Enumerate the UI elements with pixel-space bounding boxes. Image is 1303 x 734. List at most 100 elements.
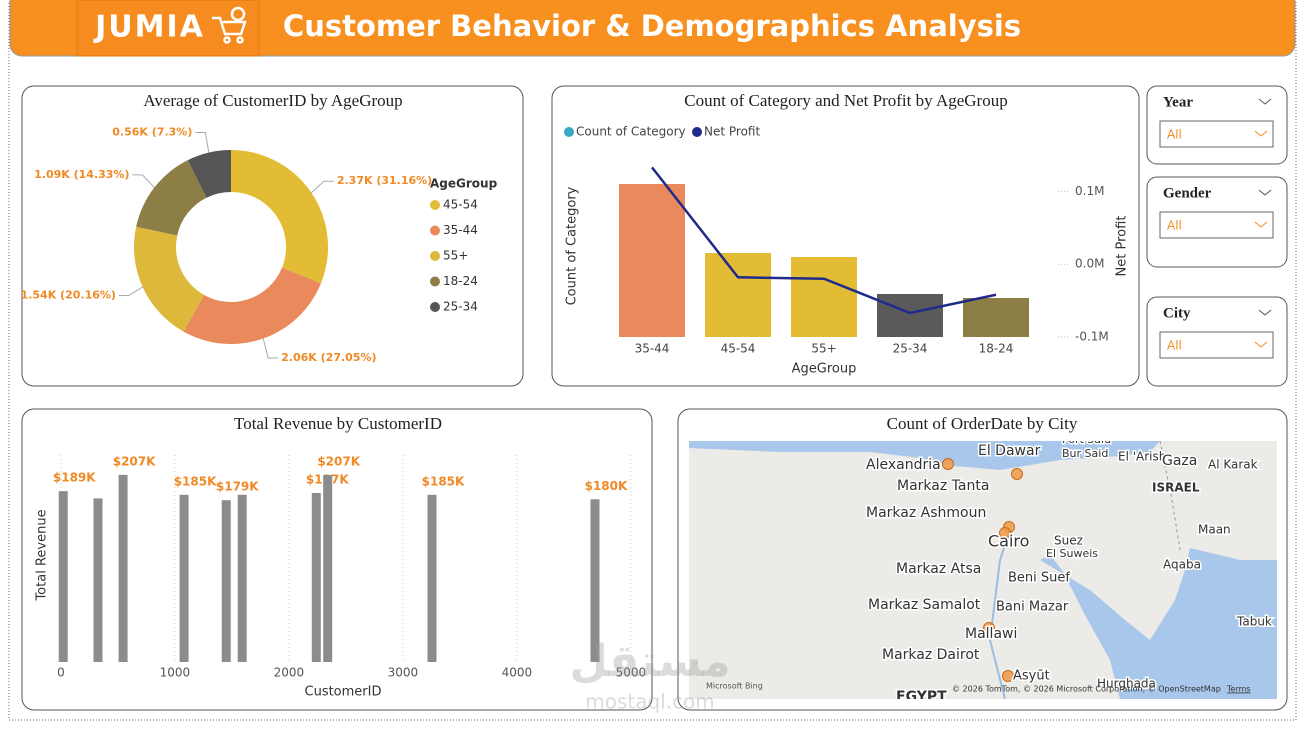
map-label: Al Karak <box>1208 458 1258 472</box>
bar <box>619 184 685 337</box>
y2-tick-label: 0.0M <box>1075 257 1104 271</box>
donut-slice <box>136 160 207 236</box>
map-label: Markaz Samalot <box>868 597 981 613</box>
map-label: Mallawi <box>965 626 1017 642</box>
bar <box>221 500 231 662</box>
data-label: $185K <box>174 474 217 488</box>
bar <box>427 494 437 662</box>
logo: JUMIA <box>93 10 205 45</box>
dropdown[interactable] <box>1159 331 1274 359</box>
dropdown-value: All <box>1167 219 1182 233</box>
map-label: Maan <box>1198 523 1231 537</box>
dropdown-value: All <box>1167 339 1182 353</box>
map-label: Hurghada <box>1097 677 1156 691</box>
bar <box>877 294 943 337</box>
chevron <box>1254 130 1268 137</box>
map-river <box>988 529 1011 699</box>
legend-label: 45-54 <box>443 198 478 212</box>
y2-tick-label: -0.1M <box>1075 330 1109 344</box>
panel <box>21 408 653 711</box>
leader-line <box>195 132 210 153</box>
data-label: $207K <box>317 454 360 468</box>
bar <box>590 499 600 662</box>
city-bubble <box>1011 468 1023 480</box>
data-label: 0.56K (7.3%) <box>112 126 192 139</box>
chevron <box>1258 309 1272 316</box>
x-tick-label: 1000 <box>160 666 191 680</box>
map-label: El Dawar <box>978 443 1041 459</box>
map-water <box>689 441 1160 470</box>
map-label: Markaz Ashmoun <box>866 505 986 521</box>
x-axis-label: CustomerID <box>305 685 382 700</box>
map-label: El Suweis <box>1046 547 1098 560</box>
bar <box>118 474 128 662</box>
map-label: Bani Mazar <box>996 600 1069 615</box>
leader-line <box>311 180 334 194</box>
legend-marker <box>564 127 574 137</box>
dropdown[interactable] <box>1159 120 1274 148</box>
donut-slice <box>187 150 231 198</box>
legend-label: 35-44 <box>443 223 478 237</box>
bar <box>237 494 247 662</box>
line <box>651 166 997 315</box>
bar <box>58 491 68 662</box>
watermark: mostaql.com <box>585 690 715 714</box>
legend-title: AgeGroup <box>430 177 498 191</box>
chevron <box>1254 341 1268 348</box>
panel <box>21 85 524 387</box>
city-bubble <box>1002 670 1014 682</box>
legend-marker <box>430 302 440 312</box>
map-water <box>1040 548 1277 699</box>
leader-line <box>262 338 279 359</box>
leader-line <box>118 286 143 296</box>
map-label: Cairo <box>988 532 1029 551</box>
data-label: $207K <box>113 454 156 468</box>
y-axis-label: Total Revenue <box>35 509 50 601</box>
dropdown[interactable] <box>1159 211 1274 239</box>
legend-label: Net Profit <box>704 125 760 139</box>
city-bubble <box>983 622 995 634</box>
legend-marker <box>430 251 440 261</box>
map-terms[interactable]: Terms <box>1226 685 1251 694</box>
slicer-title: City <box>1163 305 1191 321</box>
chevron <box>1258 98 1272 105</box>
map-label: Asyūt <box>1013 669 1050 684</box>
city-bubble <box>942 458 954 470</box>
map-label: Port Said <box>1062 433 1111 446</box>
header-title: Customer Behavior & Demographics Analysi… <box>283 9 1021 43</box>
chart-title: Average of CustomerID by AgeGroup <box>143 91 402 110</box>
map-label: Gaza <box>1162 453 1197 469</box>
map-attribution: © 2026 TomTom, © 2026 Microsoft Corporat… <box>952 685 1221 694</box>
bar <box>311 492 321 662</box>
donut-slice <box>231 150 329 284</box>
bar <box>705 253 771 337</box>
bar <box>179 494 189 662</box>
x-tick-label: 25-34 <box>893 342 928 356</box>
logo-box <box>76 0 260 57</box>
x-tick-label: 2000 <box>274 666 305 680</box>
map-label: Alexandria <box>866 457 941 473</box>
map-border <box>1159 441 1181 551</box>
data-label: $185K <box>422 474 465 488</box>
map-label: Markaz Dairot <box>882 647 980 663</box>
map-label: ISRAEL <box>1152 481 1200 495</box>
x-tick-label: 4000 <box>502 666 533 680</box>
data-label: 2.37K (31.16%) <box>337 174 432 187</box>
legend-label: 55+ <box>443 249 468 263</box>
map: Port SaidBur Said El Dawar Alexandria El 'A… <box>689 433 1277 705</box>
map-label: Suez <box>1054 534 1083 548</box>
cart-icon <box>212 6 247 44</box>
x-axis-label: AgeGroup <box>792 362 857 377</box>
chart-title: Total Revenue by CustomerID <box>234 414 442 433</box>
slicer-title: Year <box>1163 94 1193 110</box>
data-label: 1.09K (14.33%) <box>34 168 129 181</box>
bar <box>93 498 103 662</box>
data-label: 2.06K (27.05%) <box>281 351 376 364</box>
leader-line <box>132 174 155 188</box>
chevron <box>1254 221 1268 228</box>
x-tick-label: 55+ <box>811 342 836 356</box>
map-label: EGYPT <box>896 689 947 705</box>
bar <box>323 474 333 662</box>
bar <box>791 257 857 337</box>
